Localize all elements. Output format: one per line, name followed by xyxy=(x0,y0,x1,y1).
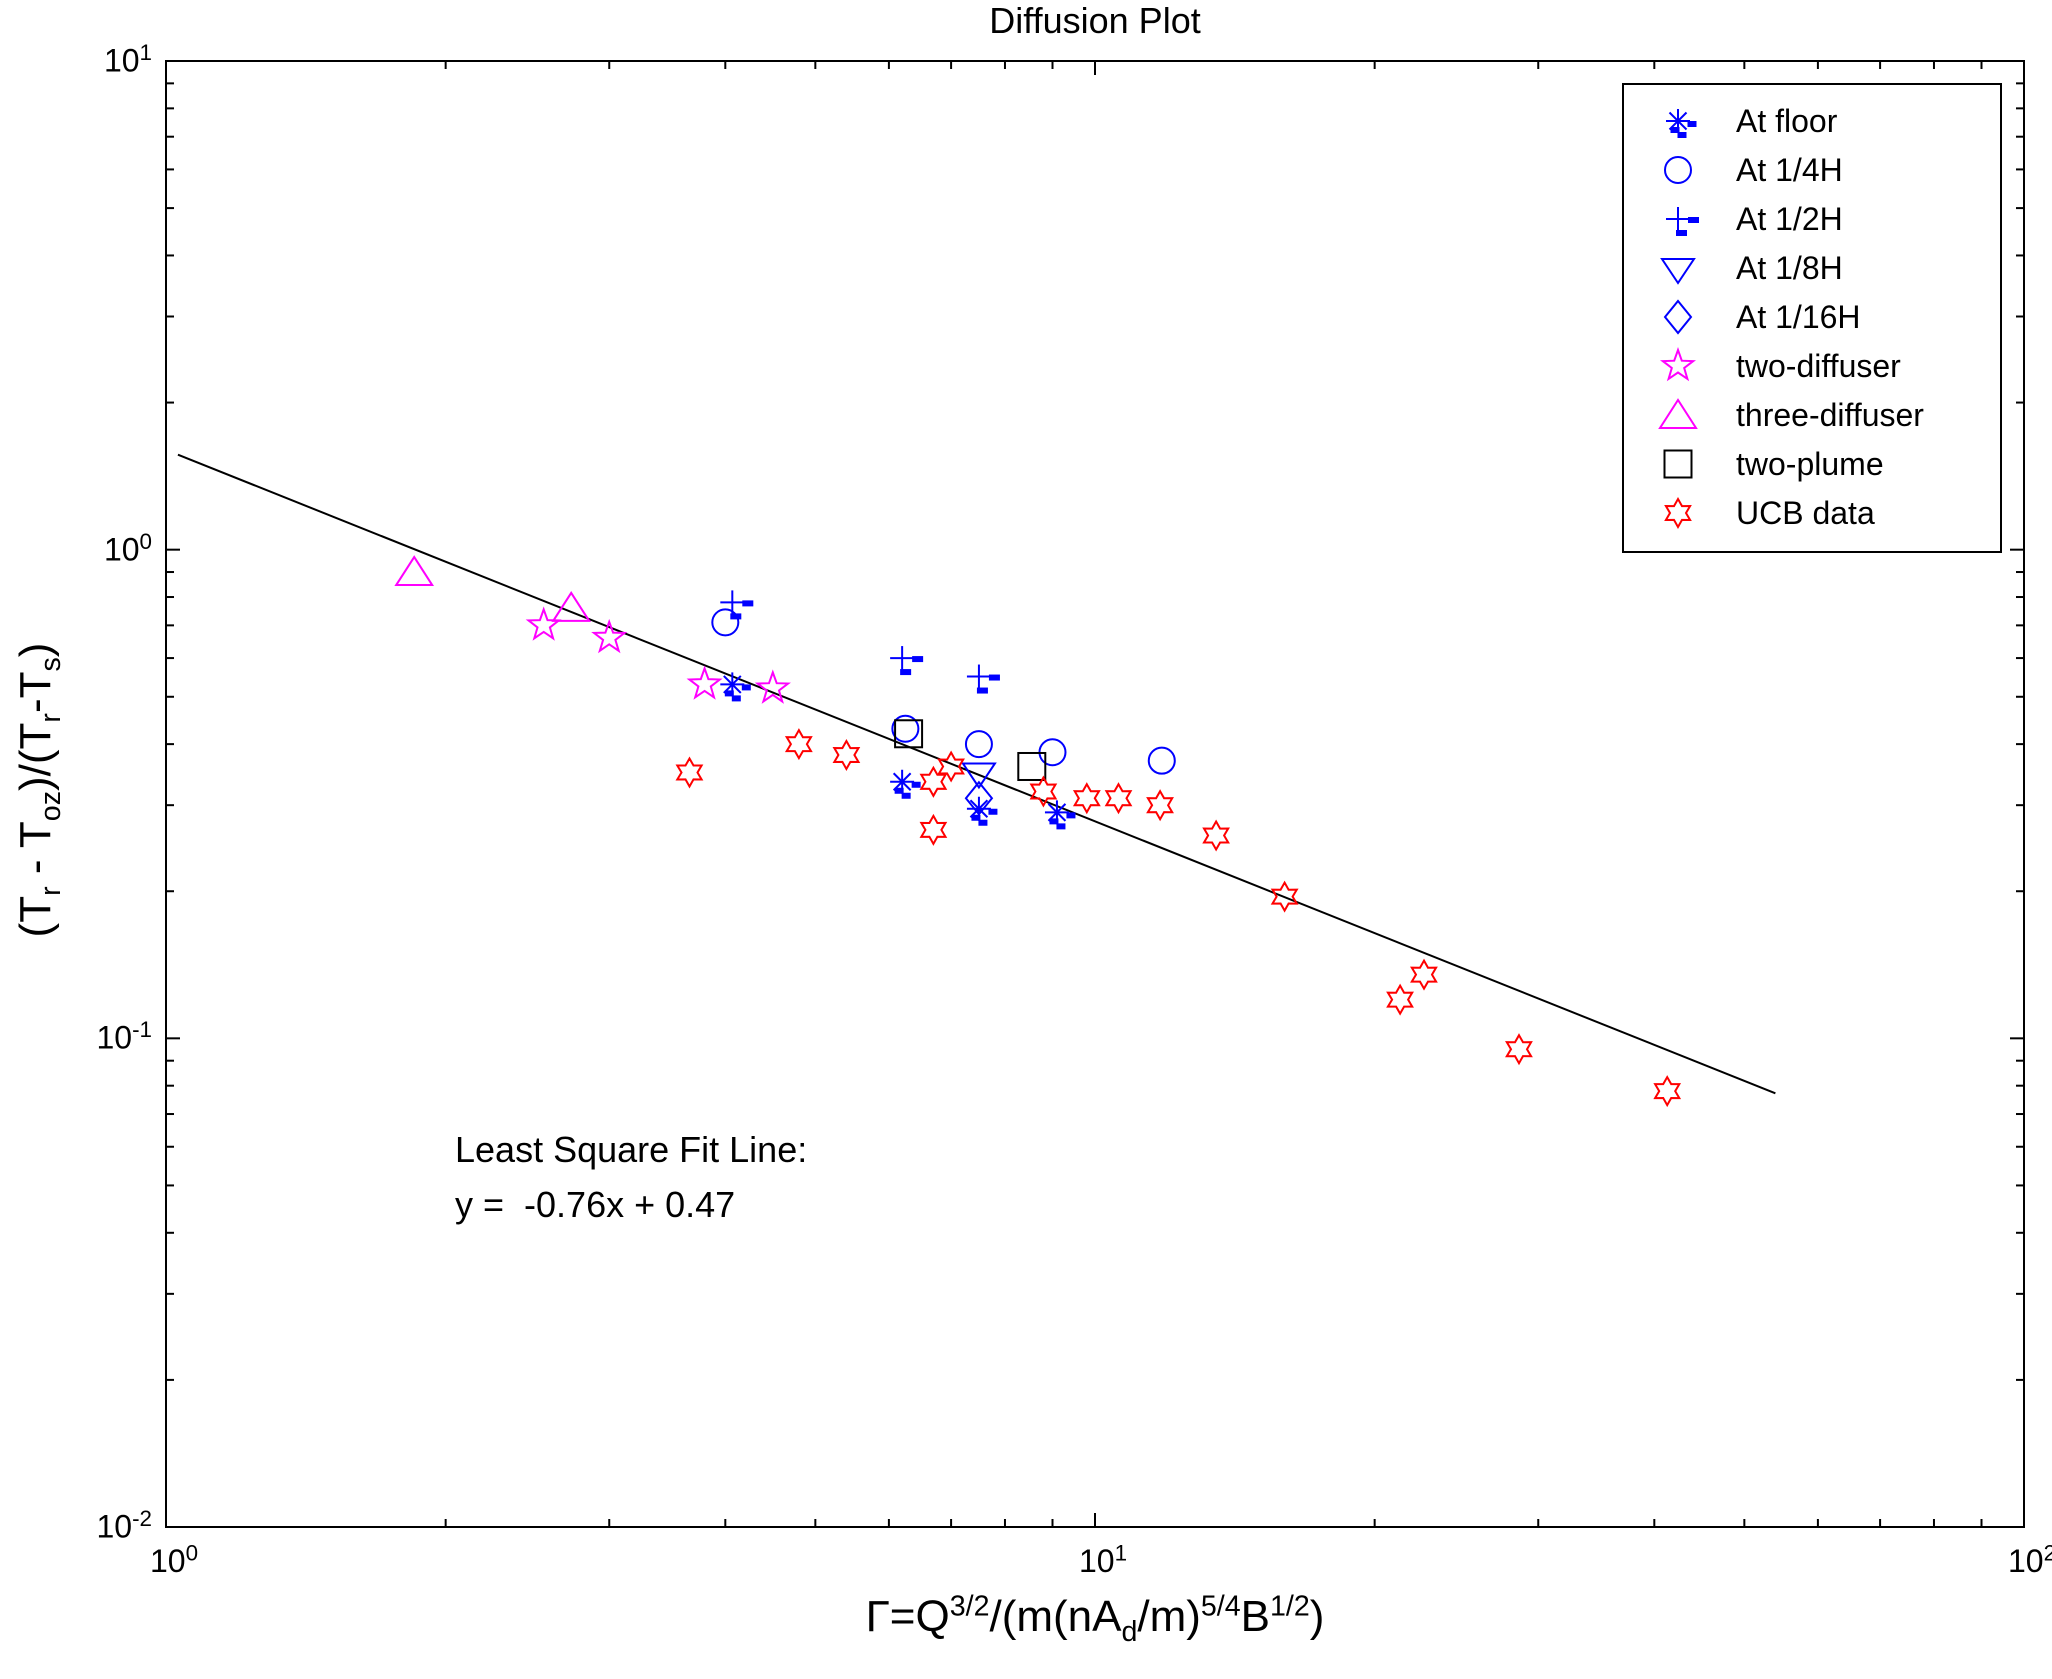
diamond-marker xyxy=(1663,299,1693,335)
legend-item: three-diffuser xyxy=(1652,391,2000,440)
legend-item: UCB data xyxy=(1652,489,2000,538)
star6-marker xyxy=(832,738,861,772)
legend: At floor At 1/4H At 1/2H At 1/8H At 1/16… xyxy=(1622,83,2002,553)
legend-item: At floor xyxy=(1652,97,2000,146)
triangle-down-marker xyxy=(1660,258,1696,285)
asterisk-dashes-marker xyxy=(720,672,751,702)
series-at-floor xyxy=(720,672,1076,830)
circle-icon xyxy=(1664,156,1692,184)
star5-marker xyxy=(1659,347,1697,382)
circle-marker xyxy=(891,714,920,743)
series-at-1-8h xyxy=(961,762,997,790)
star5-marker xyxy=(686,665,723,700)
fit-annotation-line2: y = -0.76x + 0.47 xyxy=(455,1184,736,1225)
series-at-1-4h xyxy=(711,608,1176,775)
series-at-1-2h xyxy=(720,590,1000,694)
plus-dashes-icon xyxy=(1666,207,1699,236)
series-three-diffuser xyxy=(394,555,592,622)
series-at-1-16h xyxy=(964,780,994,816)
star5-marker xyxy=(591,618,628,654)
legend-item-label: two-diffuser xyxy=(1736,348,1901,384)
star6-marker xyxy=(1202,819,1230,852)
star6-icon xyxy=(1664,496,1692,530)
legend-item-label: UCB data xyxy=(1736,495,1875,531)
triangle-up-icon xyxy=(1658,398,1698,429)
triangle-up-marker xyxy=(551,591,592,622)
axis-ticks xyxy=(165,60,2025,1528)
star6-marker xyxy=(937,750,965,783)
star6-marker xyxy=(919,765,948,798)
plus-dashes-marker xyxy=(720,590,754,620)
triangle-up-marker xyxy=(394,555,435,587)
legend-item: At 1/8H xyxy=(1652,244,2000,293)
star6-marker xyxy=(919,813,948,846)
legend-item: At 1/4H xyxy=(1652,146,2000,195)
star6-marker xyxy=(1505,1033,1533,1066)
circle-marker xyxy=(711,608,740,637)
star6-marker xyxy=(1270,880,1299,913)
star6-marker xyxy=(1653,1075,1682,1108)
asterisk-dashes-icon xyxy=(1666,109,1697,138)
legend-item-label: At 1/2H xyxy=(1736,201,1843,237)
x-tick-label: 102 xyxy=(2007,1540,2052,1579)
plus-dashes-marker xyxy=(890,646,924,676)
square-marker xyxy=(894,719,924,749)
triangle-down-marker xyxy=(961,762,997,790)
circle-marker xyxy=(964,730,993,759)
y-tick-label: 101 xyxy=(103,39,152,79)
series-ucb-data xyxy=(675,728,1682,1108)
x-tick-label: 100 xyxy=(149,1540,199,1579)
legend-item-label: two-plume xyxy=(1736,446,1884,482)
legend-item-label: At 1/8H xyxy=(1736,250,1843,286)
star6-marker xyxy=(1386,983,1414,1016)
legend-item-label: At 1/4H xyxy=(1736,152,1843,188)
square-marker xyxy=(1663,449,1693,479)
asterisk-dashes-marker xyxy=(1044,800,1076,830)
star6-marker xyxy=(1029,775,1058,808)
legend-item-label: At 1/16H xyxy=(1736,299,1861,335)
legend-item: two-plume xyxy=(1652,440,2000,489)
fit-line xyxy=(177,453,1776,1095)
asterisk-dashes-marker xyxy=(1666,109,1697,138)
star5-marker xyxy=(754,669,791,704)
y-axis-label: (Tr - Toz)/(Tr-Ts) xyxy=(11,642,67,938)
legend-item-label: At floor xyxy=(1736,103,1838,139)
y-tick-label: 10-2 xyxy=(96,1505,152,1545)
square-marker xyxy=(1017,751,1047,781)
star5-icon xyxy=(1659,347,1697,382)
circle-marker xyxy=(1664,156,1692,184)
legend-item: At 1/2H xyxy=(1652,195,2000,244)
star6-marker xyxy=(1410,958,1438,991)
star6-marker xyxy=(1104,782,1133,815)
y-tick-label: 10-1 xyxy=(96,1017,152,1056)
star6-marker xyxy=(1072,782,1101,815)
star6-marker xyxy=(1664,496,1692,530)
diamond-icon xyxy=(1663,299,1693,335)
star5-marker xyxy=(525,606,562,641)
triangle-up-marker xyxy=(1658,398,1698,429)
x-tick-label: 101 xyxy=(1078,1540,1128,1579)
series-two-plume xyxy=(894,719,1047,781)
star6-marker xyxy=(675,756,704,789)
square-icon xyxy=(1663,449,1693,479)
legend-item: At 1/16H xyxy=(1652,293,2000,342)
circle-marker xyxy=(1147,746,1176,775)
x-axis-label: Γ=Q3/2/(m(nAd/m)5/4B1/2) xyxy=(865,1590,1325,1648)
star6-marker xyxy=(1146,789,1174,822)
plus-dashes-marker xyxy=(1666,207,1699,236)
asterisk-dashes-marker xyxy=(966,796,998,826)
plot-title: Diffusion Plot xyxy=(989,0,1201,41)
fit-annotation-line1: Least Square Fit Line: xyxy=(455,1129,808,1170)
star6-marker xyxy=(784,728,813,761)
triangle-down-icon xyxy=(1660,258,1696,285)
legend-item-label: three-diffuser xyxy=(1736,397,1924,433)
diamond-marker xyxy=(964,780,994,816)
plus-dashes-marker xyxy=(966,664,1000,694)
fit-annotation: Least Square Fit Line: y = -0.76x + 0.47 xyxy=(455,1122,807,1232)
asterisk-dashes-marker xyxy=(890,769,921,799)
y-tick-label: 100 xyxy=(103,528,152,568)
legend-item: two-diffuser xyxy=(1652,342,2000,391)
